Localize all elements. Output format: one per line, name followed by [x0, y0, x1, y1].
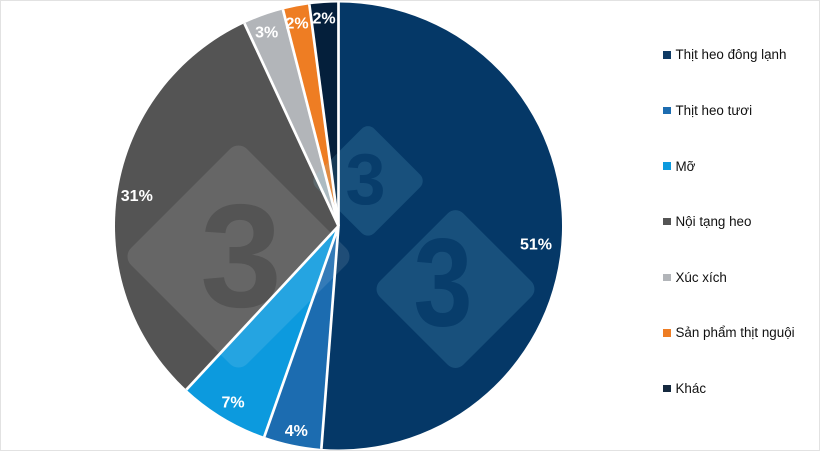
svg-text:51%: 51% [520, 237, 552, 254]
svg-text:4%: 4% [285, 423, 308, 440]
svg-text:3: 3 [345, 140, 385, 220]
svg-text:7%: 7% [221, 394, 244, 411]
svg-text:31%: 31% [121, 188, 153, 205]
svg-text:2%: 2% [285, 16, 308, 33]
svg-text:3: 3 [414, 214, 473, 353]
svg-text:2%: 2% [312, 11, 335, 28]
svg-text:3%: 3% [255, 25, 278, 42]
